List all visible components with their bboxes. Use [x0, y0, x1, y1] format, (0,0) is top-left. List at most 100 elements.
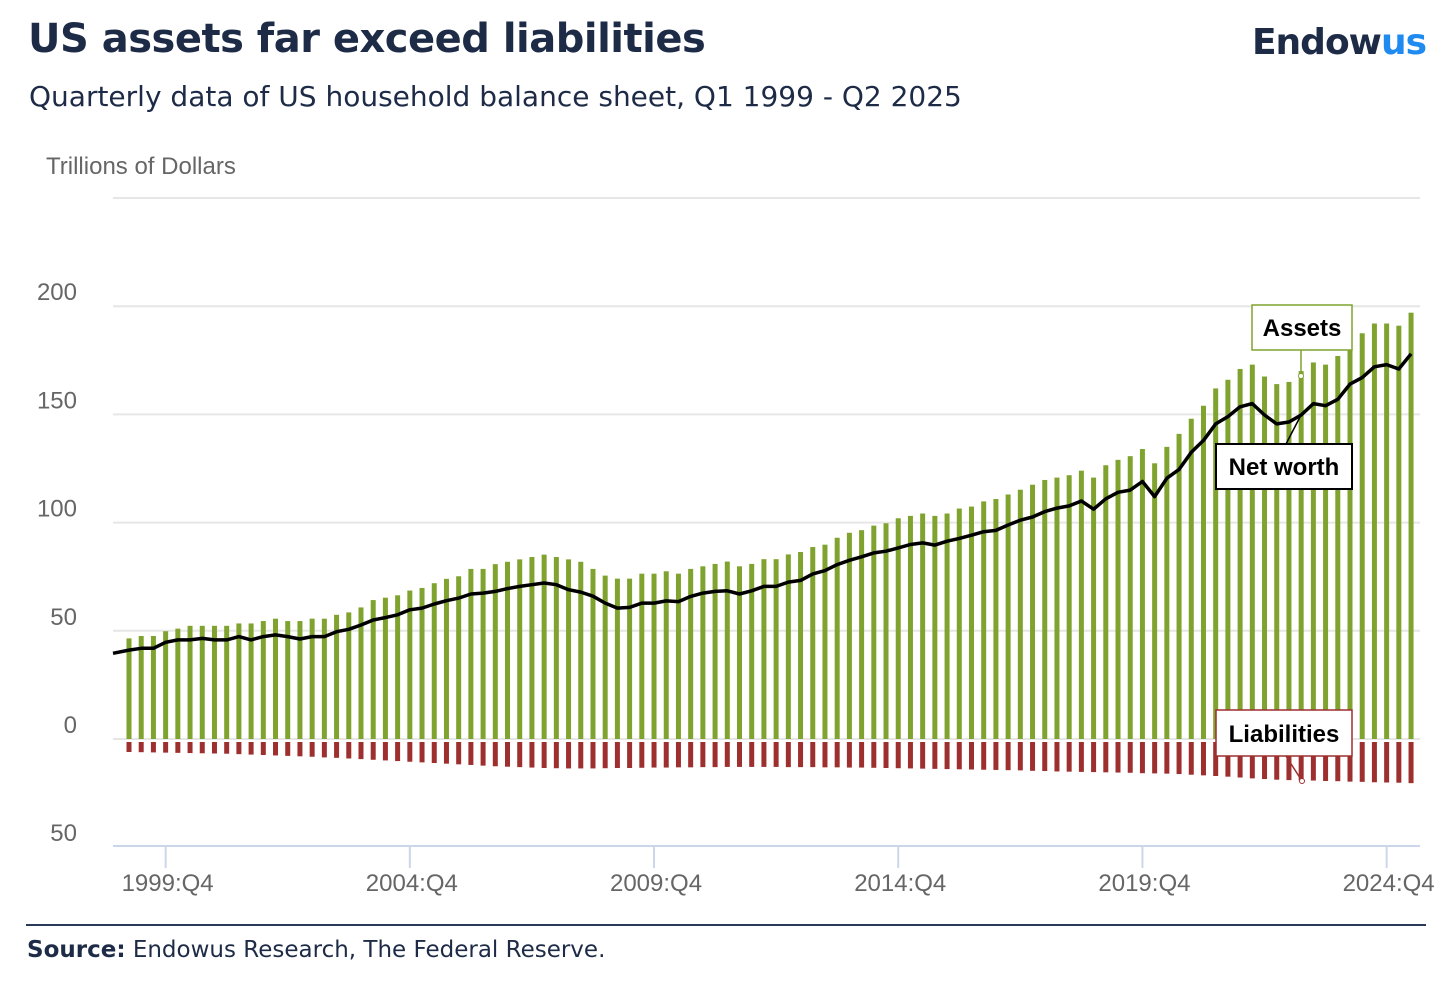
- asset-bar: [810, 547, 816, 739]
- net-worth-label-box: [1215, 443, 1353, 490]
- liabilities-leader-dot: [1299, 778, 1305, 784]
- liability-bar: [1408, 742, 1414, 784]
- asset-bar: [578, 561, 584, 739]
- asset-bar: [334, 614, 340, 739]
- y-tick-label: 0: [64, 712, 77, 739]
- asset-bar: [211, 625, 217, 739]
- asset-bar: [541, 554, 547, 739]
- asset-bar: [1310, 362, 1316, 739]
- liability-bar: [1091, 742, 1097, 773]
- logo-main: Endow: [1251, 22, 1382, 63]
- asset-bar: [590, 568, 596, 739]
- y-axis-ticks: 200 150 100 50 0 50: [37, 279, 77, 847]
- liability-bar: [700, 742, 706, 768]
- asset-bar: [1384, 323, 1390, 739]
- asset-bar: [1017, 489, 1023, 739]
- liability-bar: [395, 742, 401, 762]
- asset-bar: [321, 618, 327, 739]
- x-tick-label: 2019:Q4: [1098, 870, 1190, 897]
- liability-bar: [260, 742, 266, 756]
- asset-bar: [187, 625, 193, 739]
- footer-divider: [26, 924, 1426, 926]
- asset-bar: [627, 578, 633, 739]
- x-axis: 1999:Q4 2004:Q4 2009:Q4 2014:Q4 2019:Q4 2024:…: [113, 845, 1435, 897]
- liability-bar: [675, 742, 681, 768]
- asset-bar: [419, 587, 425, 739]
- asset-bar: [309, 618, 315, 739]
- liability-bar: [895, 742, 901, 769]
- asset-bar: [1396, 325, 1402, 739]
- net-worth-label: Net worth: [1229, 454, 1340, 481]
- asset-bar: [1127, 456, 1133, 739]
- asset-bar: [1066, 475, 1072, 739]
- source-text: Endowus Research, The Federal Reserve.: [125, 937, 606, 963]
- asset-bar: [431, 583, 437, 739]
- asset-bar: [395, 595, 401, 739]
- asset-bar: [517, 559, 523, 739]
- asset-bar: [1005, 494, 1011, 739]
- asset-bar: [688, 568, 694, 739]
- asset-bar: [871, 525, 877, 739]
- liability-bar: [981, 742, 987, 770]
- liability-bar: [1005, 742, 1011, 771]
- asset-bar: [1286, 381, 1292, 739]
- liability-bar: [968, 742, 974, 770]
- liability-bar: [419, 742, 425, 763]
- liability-bar: [382, 742, 388, 761]
- liability-bar: [480, 742, 486, 766]
- asset-bar: [553, 557, 559, 739]
- liability-bar: [1115, 742, 1121, 773]
- asset-bar: [126, 638, 132, 739]
- liability-bar: [138, 742, 144, 753]
- liability-bar: [273, 742, 279, 756]
- asset-bar: [1078, 470, 1084, 739]
- liability-bar: [407, 742, 413, 762]
- asset-bar: [1200, 405, 1206, 739]
- x-tick-label: 2009:Q4: [610, 870, 702, 897]
- asset-bar: [932, 515, 938, 739]
- liability-bar: [1323, 742, 1329, 781]
- liability-bar: [456, 742, 462, 765]
- asset-bar: [1152, 463, 1158, 739]
- liability-bar: [1371, 742, 1377, 783]
- asset-bar: [1237, 368, 1243, 739]
- liability-bar: [1310, 742, 1316, 781]
- assets-label-box: [1251, 304, 1353, 351]
- liability-bar: [346, 742, 352, 759]
- liability-bar: [883, 742, 889, 768]
- asset-bar: [1213, 388, 1219, 739]
- liability-bar: [1127, 742, 1133, 773]
- liability-bar: [468, 742, 474, 765]
- liability-bar: [590, 742, 596, 769]
- liability-bar: [1103, 742, 1109, 773]
- asset-bar: [358, 607, 364, 739]
- asset-bar: [712, 563, 718, 739]
- liability-bar: [285, 742, 291, 756]
- asset-bar: [956, 508, 962, 739]
- liability-bar: [321, 742, 327, 758]
- liability-bar: [334, 742, 340, 758]
- liability-bar: [1347, 742, 1353, 782]
- asset-bar: [456, 576, 462, 739]
- asset-bar: [968, 506, 974, 739]
- annotation-liabilities: Liabilities: [1215, 709, 1353, 784]
- asset-bar: [199, 625, 205, 739]
- liability-bar: [1042, 742, 1048, 772]
- liability-bar: [1078, 742, 1084, 772]
- asset-bar: [1091, 477, 1097, 739]
- asset-bar: [1164, 446, 1170, 739]
- liability-bar: [761, 742, 767, 767]
- asset-bar: [981, 501, 987, 739]
- asset-bar: [1371, 323, 1377, 739]
- x-tick-label: 2004:Q4: [366, 870, 458, 897]
- asset-bar: [1335, 355, 1341, 739]
- liability-bar: [236, 742, 242, 755]
- annotation-net-worth: Net worth: [1215, 416, 1353, 490]
- liability-bar: [517, 742, 523, 768]
- liability-bar: [1237, 742, 1243, 778]
- asset-bar: [1115, 459, 1121, 739]
- liability-bar: [602, 742, 608, 769]
- annotation-assets: Assets: [1251, 304, 1353, 379]
- liability-bar: [1152, 742, 1158, 774]
